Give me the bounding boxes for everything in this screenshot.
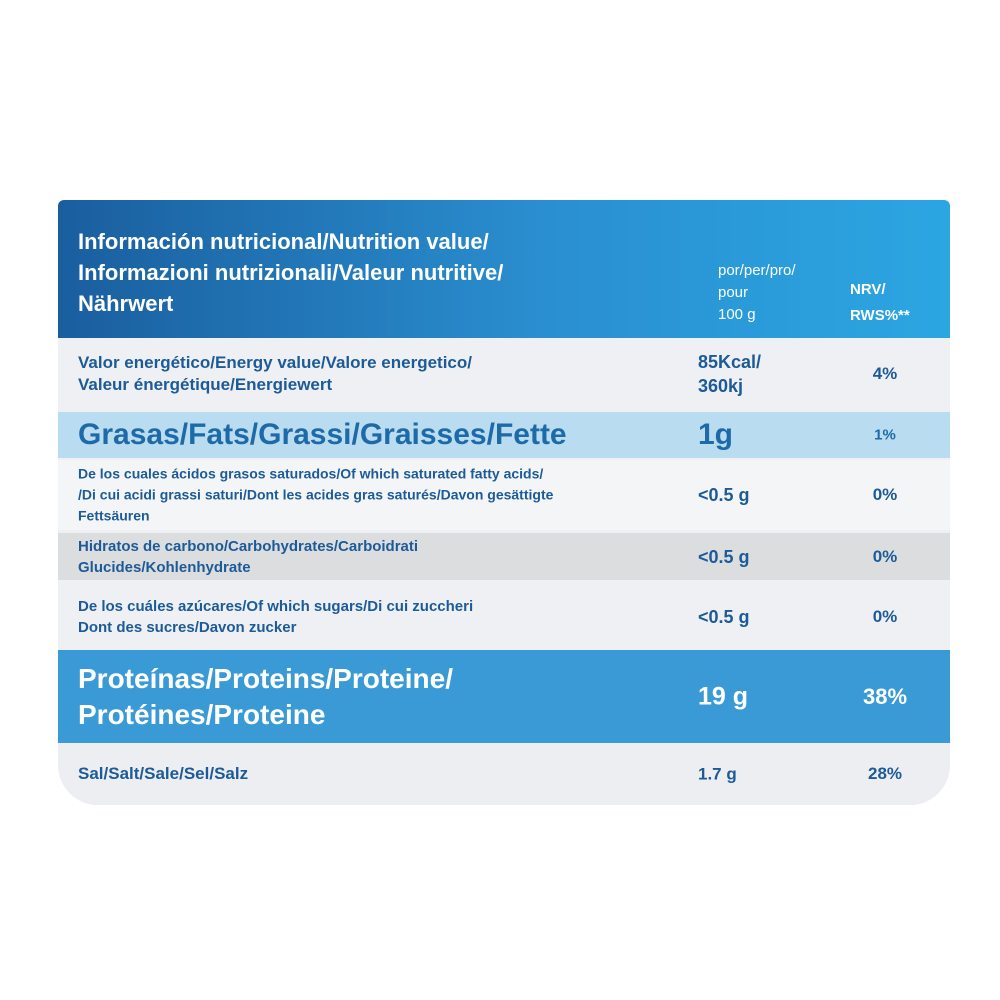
amount-line: 19 g	[698, 682, 749, 710]
amount: <0.5 g	[698, 545, 798, 569]
nrv: 0%	[872, 485, 898, 504]
label-line: Hidratos de carbono/Carbohydrates/Carboi…	[78, 537, 419, 555]
label-line: Valor energético/Energy value/Valore ene…	[78, 353, 472, 372]
label-line: Dont des sucres/Davon zucker	[78, 618, 297, 636]
label-line: /Di cui acidi grassi saturi/Dont les aci…	[78, 486, 554, 503]
per-line: pour	[718, 284, 749, 301]
table-row: Proteínas/Proteins/Proteine/Protéines/Pr…	[58, 650, 950, 743]
nrv: 0%	[872, 606, 898, 626]
table-row: De los cuales ácidos grasos saturados/Of…	[58, 460, 950, 530]
row-label: De los cuáles azúcares/Of which sugars/D…	[78, 596, 473, 638]
amount-line: 85Kcal/	[698, 352, 762, 372]
title-line: Información nutricional/Nutrition value/	[78, 229, 489, 254]
row-label: Hidratos de carbono/Carbohydrates/Carboi…	[78, 536, 418, 578]
amount-line: 1.7 g	[698, 764, 737, 784]
amount: 85Kcal/360kj	[698, 350, 798, 398]
label-line: Glucides/Kohlenhydrate	[78, 558, 251, 576]
row-label: Sal/Salt/Sale/Sel/Salz	[78, 763, 248, 785]
label-line: Fettsäuren	[78, 507, 150, 524]
title: Información nutricional/Nutrition value/…	[78, 226, 503, 319]
table-row: Hidratos de carbono/Carbohydrates/Carboi…	[58, 533, 950, 580]
nrv-header: NRV/ RWS%**	[850, 277, 910, 329]
label-line: Proteínas/Proteins/Proteine/	[78, 662, 453, 694]
label-line: Valeur énergétique/Energiewert	[78, 375, 333, 394]
header: Información nutricional/Nutrition value/…	[58, 200, 950, 338]
amount: 19 g	[698, 681, 798, 712]
amount-line: <0.5 g	[698, 485, 750, 505]
table-row: Valor energético/Energy value/Valore ene…	[58, 338, 950, 410]
per-header: por/per/pro/ pour 100 g	[718, 260, 796, 326]
table-row: De los cuáles azúcares/Of which sugars/D…	[58, 583, 950, 650]
nrv: 0%	[872, 546, 898, 566]
row-label: Proteínas/Proteins/Proteine/Protéines/Pr…	[78, 661, 453, 733]
table-row: Grasas/Fats/Grassi/Graisses/Fette 1g 1%	[58, 412, 950, 458]
amount-line: <0.5 g	[698, 546, 750, 567]
nrv-line: RWS%**	[850, 307, 910, 324]
amount-line: 1g	[698, 418, 734, 451]
table-row: Sal/Salt/Sale/Sel/Salz 1.7 g 28%	[58, 743, 950, 805]
nutrition-table: Información nutricional/Nutrition value/…	[58, 200, 950, 805]
label-line: Sal/Salt/Sale/Sel/Salz	[78, 764, 249, 783]
amount: 1.7 g	[698, 763, 798, 786]
nrv: 38%	[862, 683, 908, 709]
label-line: Protéines/Proteine	[78, 698, 326, 730]
row-label: Valor energético/Energy value/Valore ene…	[78, 352, 472, 396]
per-line: por/per/pro/	[718, 262, 796, 279]
label-line: De los cuales ácidos grasos saturados/Of…	[78, 465, 544, 482]
amount-line: <0.5 g	[698, 606, 750, 627]
title-line: Informazioni nutrizionali/Valeur nutriti…	[78, 260, 504, 285]
per-line: 100 g	[718, 306, 756, 323]
nrv-line: NRV/	[850, 281, 886, 298]
row-label: Grasas/Fats/Grassi/Graisses/Fette	[78, 418, 567, 452]
amount: 1g	[698, 417, 798, 453]
amount: <0.5 g	[698, 483, 798, 507]
amount: <0.5 g	[698, 605, 798, 629]
nrv: 1%	[874, 426, 896, 444]
nrv: 28%	[867, 764, 903, 783]
amount-line: 360kj	[698, 376, 744, 396]
row-label: De los cuales ácidos grasos saturados/Of…	[78, 464, 553, 527]
label-line: De los cuáles azúcares/Of which sugars/D…	[78, 597, 474, 615]
label-line: Grasas/Fats/Grassi/Graisses/Fette	[78, 418, 567, 451]
title-line: Nährwert	[78, 291, 174, 316]
nrv: 4%	[872, 364, 898, 383]
